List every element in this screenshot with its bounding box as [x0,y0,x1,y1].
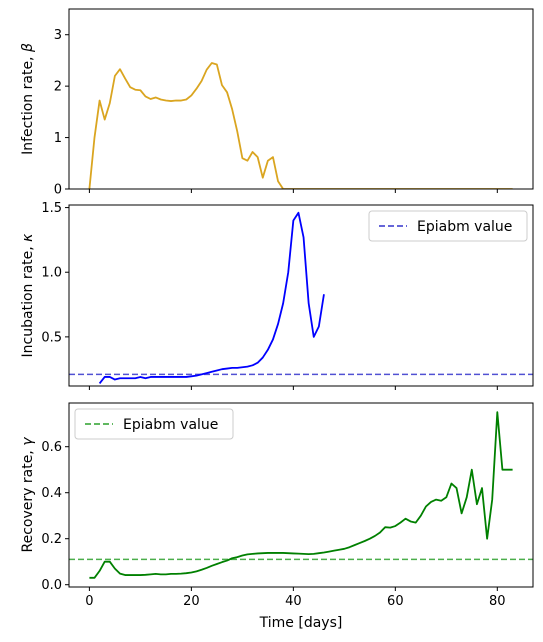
x-tick-label: 20 [183,594,200,609]
series-line [88,62,513,189]
x-axis-label: Time [days] [259,615,343,631]
y-tick-label: 3 [54,28,62,43]
panel-infection-rate: 0 1 2 3 Infection rate, β [20,8,534,198]
y-tick-label: 1 [54,131,62,146]
y-tick-label: 1.5 [41,201,62,216]
series-line [98,211,325,384]
y-tick-label: 1.0 [41,266,62,281]
axes-frame [68,8,534,190]
series-line [89,411,513,579]
legend-box [74,408,234,440]
axes-frame [68,204,534,387]
panel-recovery-rate: 0.0 0.2 0.4 0.6 0 20 40 60 80 Recovery rate, γ Tim… [20,402,534,631]
y-axis-label: Incubation rate, κ [20,233,36,358]
x-tick-label: 0 [85,594,93,609]
axes-frame [68,402,534,588]
y-tick-label: 0 [54,183,62,198]
panel-incubation-rate: 0.5 1.0 1.5 Incubation rate, κ Epiabm value [20,201,534,390]
legend: Epiabm value [368,210,528,242]
legend-box [368,210,528,242]
y-tick-label: 0.2 [41,532,62,547]
y-axis-label: Recovery rate, γ [20,437,36,553]
y-axis-label: Infection rate, β [20,43,36,155]
y-tick-label: 0.6 [41,440,62,455]
y-tick-label: 0.5 [41,330,62,345]
legend-label: Epiabm value [123,417,218,433]
legend-label: Epiabm value [417,219,512,235]
x-tick-label: 60 [387,594,404,609]
x-tick-label: 80 [489,594,506,609]
y-tick-label: 2 [54,80,62,95]
x-tick-label: 40 [285,594,302,609]
y-tick-label: 0.0 [41,578,62,593]
legend: Epiabm value [74,408,234,440]
y-tick-label: 0.4 [41,486,62,501]
